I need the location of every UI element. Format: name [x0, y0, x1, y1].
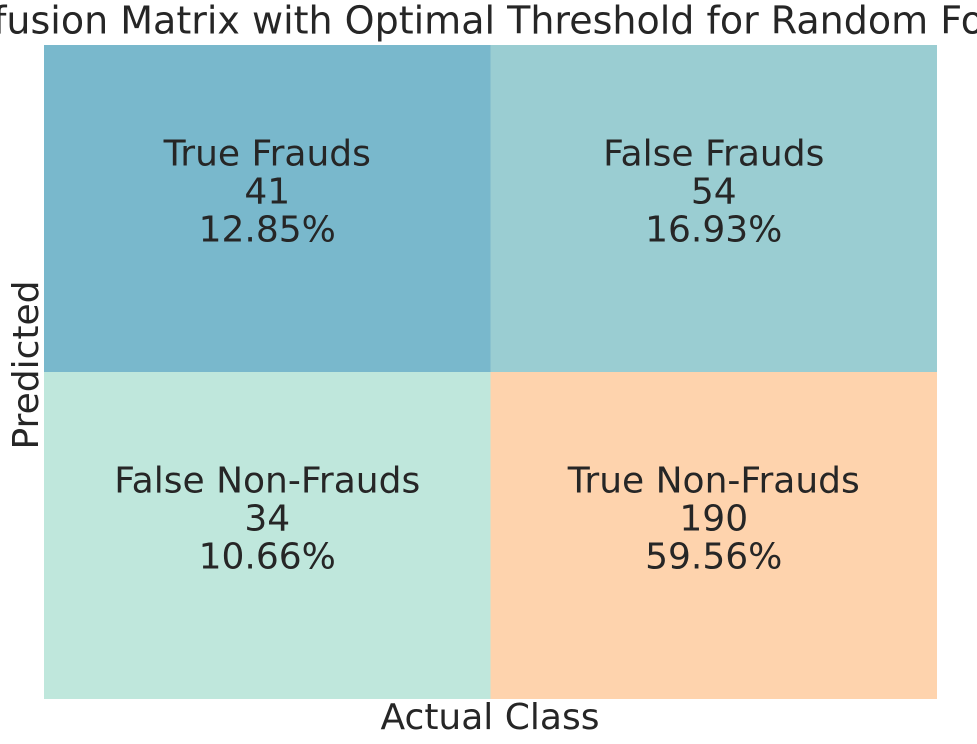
- heatmap-cell: [490, 372, 937, 699]
- cell-name: True Frauds: [163, 134, 371, 175]
- cell-count: 54: [691, 172, 737, 213]
- heatmap-cell: [490, 45, 937, 372]
- cell-percent: 12.85%: [199, 210, 336, 251]
- cell-count: 34: [244, 499, 290, 540]
- heatmap-cell: [44, 45, 491, 372]
- cell-name: True Non-Frauds: [567, 461, 860, 502]
- y-axis-label: Predicted: [6, 281, 47, 450]
- cell-name: False Frauds: [603, 134, 824, 175]
- cell-count: 41: [244, 172, 290, 213]
- heatmap-cell: [44, 372, 491, 699]
- cell-percent: 59.56%: [645, 537, 782, 578]
- cell-percent: 10.66%: [199, 537, 336, 578]
- chart-title: Confusion Matrix with Optimal Threshold …: [0, 0, 977, 43]
- cell-percent: 16.93%: [645, 210, 782, 251]
- cell-count: 190: [679, 499, 748, 540]
- cell-name: False Non-Frauds: [114, 461, 420, 502]
- x-axis-label: Actual Class: [381, 697, 600, 738]
